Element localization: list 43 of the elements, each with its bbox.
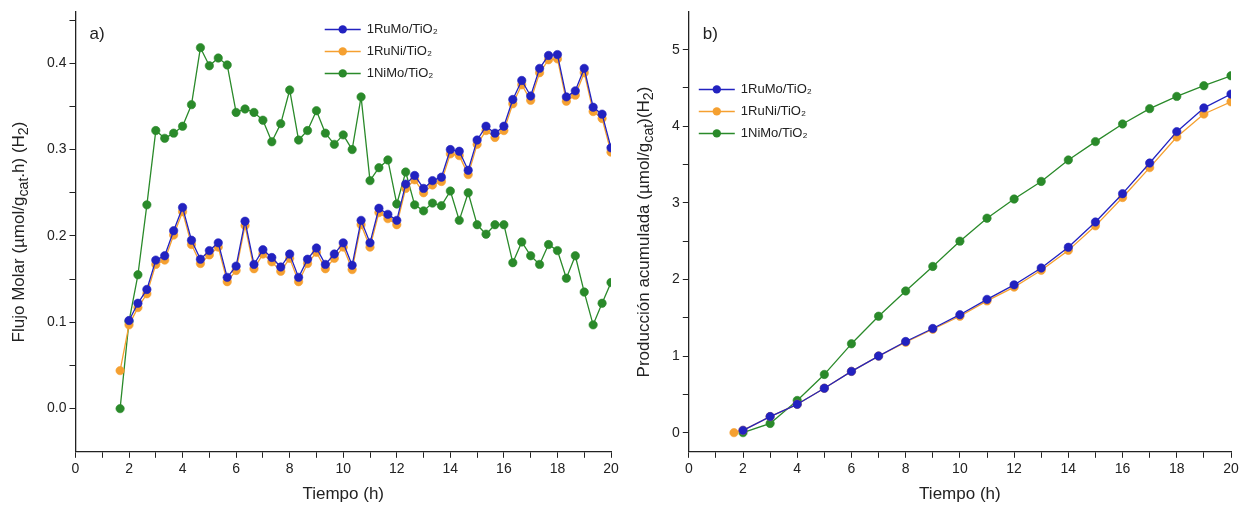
annotation: b) (702, 23, 718, 43)
x-tick-label: 6 (847, 460, 856, 477)
legend-label: 1RuMo/TiO₂ (740, 80, 812, 96)
y-tick-label: 0.2 (46, 226, 67, 243)
y-tick-label: 0.4 (46, 54, 67, 71)
x-tick-label: 12 (1006, 460, 1023, 477)
x-axis-title: Tiempo (h) (919, 484, 1001, 504)
x-tick-label: 16 (1114, 460, 1131, 477)
y-tick-label: 0.1 (46, 313, 67, 330)
legend-label: 1NiMo/TiO₂ (366, 64, 434, 80)
x-tick-label: 2 (739, 460, 748, 477)
x-tick-label: 10 (952, 460, 968, 477)
y-tick-label: 0.0 (46, 399, 67, 416)
x-tick-label: 8 (901, 460, 910, 477)
x-tick-label: 6 (232, 460, 241, 477)
legend-label: 1RuNi/TiO₂ (366, 42, 432, 58)
x-tick-label: 0 (684, 460, 693, 477)
x-tick-label: 18 (549, 460, 566, 477)
x-tick-label: 0 (71, 460, 80, 477)
x-tick-label: 8 (285, 460, 294, 477)
y-tick-label: 5 (671, 40, 680, 57)
x-tick-label: 16 (496, 460, 512, 477)
x-tick-label: 14 (1060, 460, 1077, 477)
x-tick-label: 20 (603, 460, 619, 477)
x-tick-label: 2 (125, 460, 134, 477)
y-tick-label: 0 (671, 423, 680, 440)
y-tick-label: 3 (671, 193, 680, 210)
x-axis-title: Tiempo (h) (302, 484, 385, 504)
annotation: a) (89, 23, 105, 43)
y-tick-label: 4 (671, 117, 680, 134)
y-tick-label: 2 (671, 270, 680, 287)
y-tick-label: 0.3 (46, 140, 67, 157)
legend-label: 1NiMo/TiO₂ (740, 124, 808, 140)
legend-label: 1RuNi/TiO₂ (740, 102, 807, 118)
x-tick-label: 4 (793, 460, 802, 477)
x-tick-label: 10 (335, 460, 352, 477)
y-tick-label: 1 (671, 346, 680, 363)
x-tick-label: 4 (178, 460, 187, 477)
x-tick-label: 14 (442, 460, 459, 477)
x-tick-label: 18 (1168, 460, 1185, 477)
x-tick-label: 12 (389, 460, 405, 477)
x-tick-label: 20 (1223, 460, 1239, 477)
legend-label: 1RuMo/TiO₂ (366, 20, 438, 36)
